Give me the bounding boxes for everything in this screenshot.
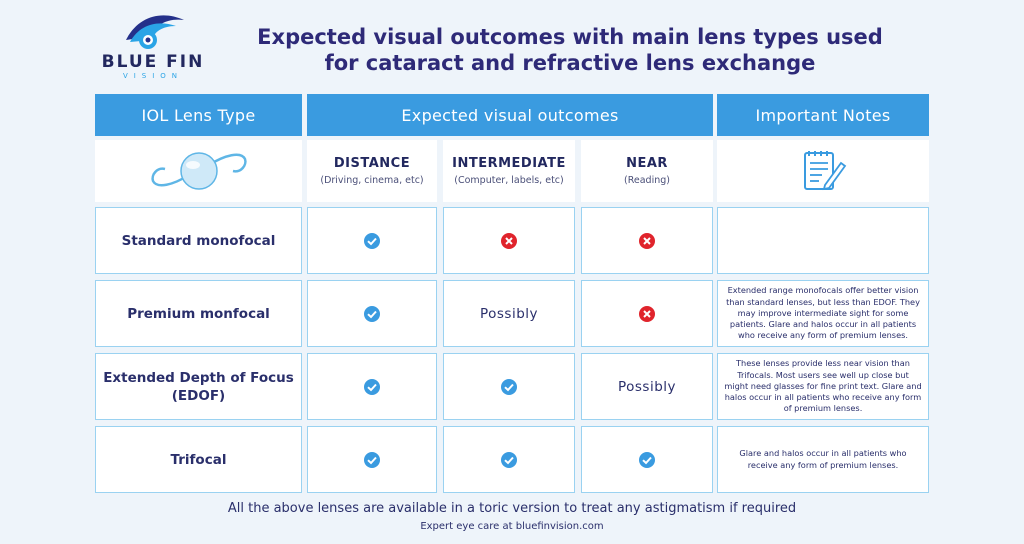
column-distance: DISTANCE (Driving, cinema, etc) [307, 140, 437, 202]
outcome-text: Possibly [617, 378, 677, 395]
lens-illustration-cell [95, 140, 302, 202]
check-circle-icon [501, 451, 517, 468]
check-circle-icon [364, 378, 380, 395]
header-important-notes: Important Notes [717, 94, 929, 136]
row1-near-cell [581, 207, 713, 274]
check-circle-icon [501, 378, 517, 395]
notepad-pencil-icon [804, 151, 847, 191]
lens-name-cell: Standard monofocal [95, 207, 302, 274]
header-expected-outcomes: Expected visual outcomes [307, 94, 713, 136]
lens-name-cell: Premium monfocal [95, 280, 302, 347]
column-near: NEAR (Reading) [581, 140, 713, 202]
column-distance-sub: (Driving, cinema, etc) [320, 175, 424, 186]
brand-logo: BLUE FIN VISION [88, 8, 218, 84]
row2-distance-cell [307, 280, 437, 347]
row4-intermediate-cell [443, 426, 575, 493]
check-circle-icon [364, 305, 380, 322]
row1-distance-cell [307, 207, 437, 274]
lens-name: Trifocal [170, 451, 227, 468]
page-title: Expected visual outcomes with main lens … [230, 24, 910, 76]
row2-intermediate-cell: Possibly [443, 280, 575, 347]
note-text: Extended range monofocals offer better v… [726, 285, 920, 341]
column-intermediate: INTERMEDIATE (Computer, labels, etc) [443, 140, 575, 202]
cross-circle-icon [639, 232, 655, 249]
notes-illustration-cell [717, 140, 929, 202]
lens-name: Extended Depth of Focus (EDOF) [103, 369, 294, 404]
brand-subname: VISION [122, 72, 184, 80]
check-circle-icon [639, 451, 655, 468]
column-near-name: NEAR [626, 156, 668, 171]
fin-eye-logo-icon [126, 15, 184, 49]
title-line-2: for cataract and refractive lens exchang… [324, 51, 816, 75]
row4-near-cell [581, 426, 713, 493]
row2-near-cell [581, 280, 713, 347]
row4-distance-cell [307, 426, 437, 493]
check-circle-icon [364, 232, 380, 249]
column-intermediate-name: INTERMEDIATE [452, 156, 566, 171]
title-line-1: Expected visual outcomes with main lens … [257, 25, 883, 49]
note-text: These lenses provide less near vision th… [724, 358, 922, 414]
row1-intermediate-cell [443, 207, 575, 274]
row4-note-cell: Glare and halos occur in all patients wh… [717, 426, 929, 493]
column-near-sub: (Reading) [624, 175, 670, 186]
row3-intermediate-cell [443, 353, 575, 420]
lens-name-cell: Trifocal [95, 426, 302, 493]
note-text: Glare and halos occur in all patients wh… [739, 448, 907, 470]
outcome-text: Possibly [479, 305, 539, 322]
row3-distance-cell [307, 353, 437, 420]
check-circle-icon [364, 451, 380, 468]
row2-note-cell: Extended range monofocals offer better v… [717, 280, 929, 347]
row3-note-cell: These lenses provide less near vision th… [717, 353, 929, 420]
row1-note-cell [717, 207, 929, 274]
header-lens-type: IOL Lens Type [95, 94, 302, 136]
toric-footnote: All the above lenses are available in a … [227, 501, 797, 516]
lens-name: Premium monfocal [127, 305, 270, 322]
lens-name: Standard monofocal [121, 232, 276, 249]
column-intermediate-sub: (Computer, labels, etc) [454, 175, 564, 186]
row3-near-cell: Possibly [581, 353, 713, 420]
lens-name-cell: Extended Depth of Focus (EDOF) [95, 353, 302, 420]
column-distance-name: DISTANCE [333, 156, 411, 171]
cross-circle-icon [501, 232, 517, 249]
intraocular-lens-icon [150, 152, 247, 190]
website-footnote: Expert eye care at bluefinvision.com [420, 521, 604, 532]
brand-name: BLUE FIN [101, 52, 205, 72]
cross-circle-icon [639, 305, 655, 322]
